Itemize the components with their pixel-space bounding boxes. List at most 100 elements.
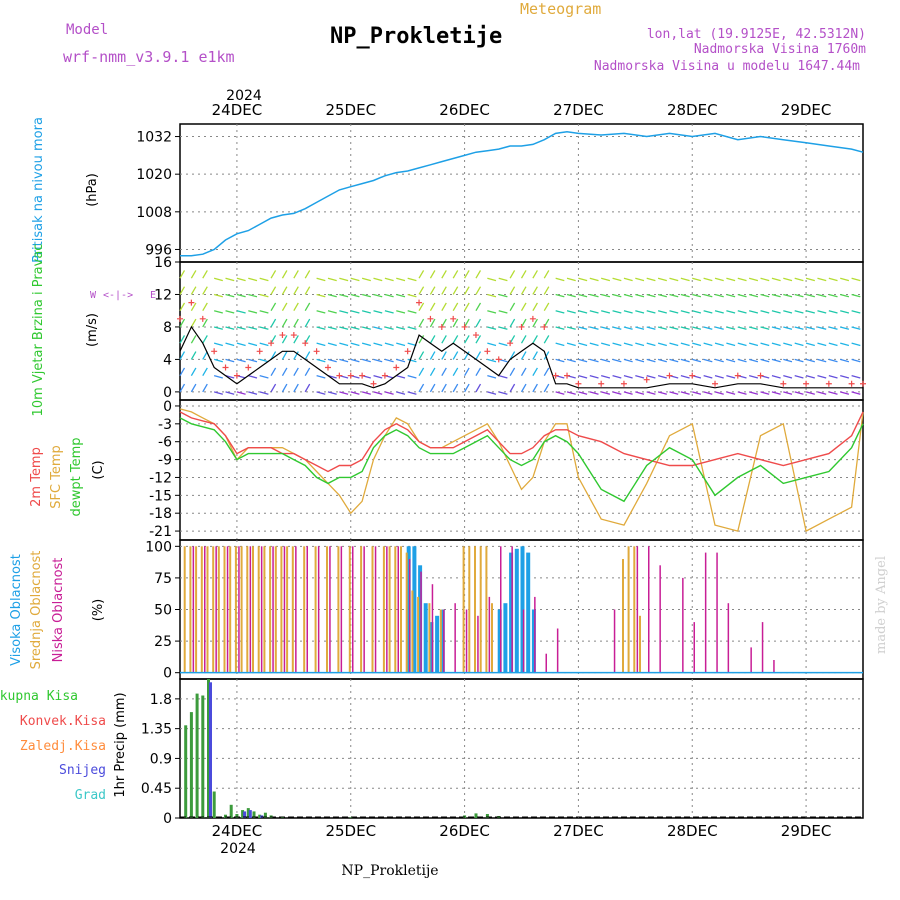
wind-barb — [612, 375, 622, 379]
wind-barb — [532, 302, 538, 312]
wind-barb — [316, 293, 326, 298]
wind-barb — [452, 302, 459, 312]
wind-barb — [316, 391, 326, 395]
wind-barb — [828, 342, 838, 347]
wind-barb — [623, 375, 633, 379]
x-tick-label-top: 24DEC — [212, 101, 263, 119]
wind-barb — [475, 383, 482, 393]
cloud-bar — [423, 603, 428, 673]
wind-barb — [680, 277, 690, 282]
x-tick-label-top: 26DEC — [439, 101, 490, 119]
wind-gust-marker — [393, 364, 400, 371]
wind-barb — [543, 270, 550, 279]
y-tick-label: 4 — [163, 352, 172, 368]
wind-gust-marker — [666, 372, 673, 379]
wind-barb — [601, 277, 611, 282]
wind-barb — [498, 293, 508, 298]
temp-ylabel: (C) — [91, 460, 106, 479]
wind-barb — [452, 335, 459, 344]
cloud-bar — [329, 546, 331, 673]
cloud-bar — [420, 571, 422, 673]
wind-barb — [248, 310, 258, 314]
wind-barb — [578, 375, 588, 379]
precip-bar — [248, 810, 252, 818]
wind-barb — [692, 358, 702, 363]
wind-barb — [657, 277, 667, 282]
cloud-bar — [477, 615, 479, 673]
wind-speed-line — [179, 325, 863, 389]
wind-gust-marker — [233, 372, 240, 379]
wind-barb — [361, 342, 371, 347]
wind-gust-marker — [712, 380, 719, 387]
cloud-bar — [761, 622, 764, 673]
x-tick-label-bottom: 27DEC — [553, 822, 604, 840]
cloud-bar — [382, 546, 385, 673]
wind-barb — [350, 310, 360, 314]
wind-barb — [520, 367, 527, 376]
wind-barb — [543, 302, 550, 312]
precip-bar — [212, 791, 216, 818]
cloud-bar — [257, 546, 260, 673]
wind-barb — [714, 375, 724, 379]
wind-barb — [692, 391, 702, 395]
wind-barb — [805, 358, 815, 363]
wind-barb — [498, 277, 508, 282]
wind-gust-marker — [404, 348, 411, 355]
wind-barb — [429, 335, 436, 344]
wind-barb — [851, 358, 861, 363]
wind-barb — [692, 277, 702, 282]
wind-barb — [635, 277, 645, 282]
wind-gust-marker — [529, 315, 536, 322]
wind-barb — [748, 342, 759, 347]
y-tick-label: 1.35 — [141, 722, 172, 738]
wind-barb — [202, 383, 208, 393]
cloud-bar — [485, 546, 488, 673]
cloud-bar — [192, 546, 195, 673]
wind-barb — [487, 293, 497, 298]
cloud-bar — [238, 546, 240, 673]
wind-barb — [669, 293, 679, 298]
wind-barb — [646, 293, 656, 298]
wind-barb — [623, 358, 633, 363]
wind-barb — [817, 358, 827, 363]
wind-barb — [384, 293, 394, 298]
wind-barb — [179, 302, 186, 312]
wind-barb — [612, 326, 622, 330]
wind-barb — [726, 277, 736, 282]
wind-barb — [464, 302, 470, 312]
wind-barb — [396, 342, 406, 347]
wind-barbs — [179, 270, 861, 395]
wind-barb — [281, 351, 288, 360]
cloud-bar — [556, 628, 559, 673]
wind-barb — [179, 367, 186, 376]
precip-bar — [258, 814, 262, 818]
wind-barb — [589, 310, 599, 314]
cloud-bar — [394, 546, 397, 673]
wind-barb — [281, 270, 288, 279]
wind-barb — [464, 286, 470, 295]
wind-barb — [396, 358, 406, 363]
wind-barb — [213, 277, 223, 282]
wind-barb — [429, 318, 436, 328]
wind-barb — [487, 310, 497, 314]
wind-barb — [304, 318, 311, 328]
wind-barb — [646, 277, 656, 282]
wind-barb — [441, 383, 447, 393]
precip-graupel-label: Grad — [75, 788, 106, 803]
wind-barb — [293, 367, 299, 376]
wind-gust-marker — [211, 348, 218, 355]
wind-barb — [293, 270, 299, 279]
wind-gust-marker — [757, 372, 764, 379]
wind-barb — [281, 286, 288, 295]
wind-gust-marker — [359, 372, 366, 379]
wind-barb — [316, 277, 326, 282]
wind-barb — [748, 326, 759, 330]
wind-barb — [714, 326, 724, 330]
dewpt-temp-line — [179, 417, 864, 503]
wind-gust-marker — [860, 380, 866, 387]
y-tick-label: 0 — [163, 811, 172, 827]
wind-barb — [669, 358, 679, 363]
wind-barb — [384, 342, 394, 347]
wind-barb — [270, 286, 277, 295]
wind-barb — [236, 342, 246, 347]
